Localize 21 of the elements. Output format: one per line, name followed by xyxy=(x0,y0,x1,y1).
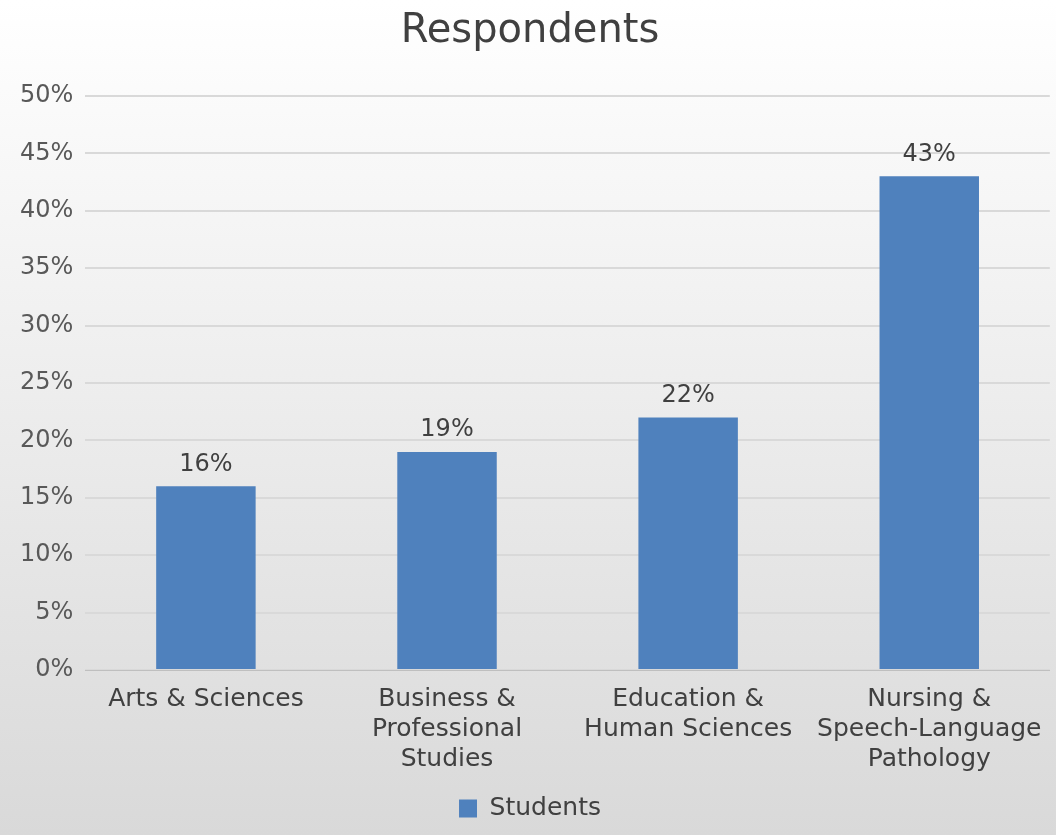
y-tick-label: 35% xyxy=(20,252,74,281)
data-label: 22% xyxy=(661,379,715,408)
y-tick-label: 15% xyxy=(20,482,74,511)
legend-label: Students xyxy=(489,792,601,821)
y-tick-label: 45% xyxy=(20,137,74,166)
y-tick-label: 0% xyxy=(35,654,74,683)
y-tick-label: 40% xyxy=(20,195,74,224)
y-tick-label: 25% xyxy=(20,367,74,396)
y-tick-label: 10% xyxy=(20,539,74,568)
x-tick-label: Education & Human Sciences xyxy=(584,682,793,742)
chart-title: Respondents xyxy=(400,5,660,52)
y-tick-label: 20% xyxy=(20,424,74,453)
x-tick-label: Business & Professional Studies xyxy=(371,682,523,772)
data-label: 43% xyxy=(902,138,956,167)
data-label: 16% xyxy=(179,448,233,477)
x-tick-label: Nursing & Speech-Language Pathology xyxy=(817,682,1042,772)
y-tick-label: 30% xyxy=(20,309,74,338)
y-tick-label: 5% xyxy=(35,596,74,625)
data-label: 19% xyxy=(420,414,474,443)
x-tick-label: Arts & Sciences xyxy=(108,682,304,712)
y-tick-label: 50% xyxy=(20,80,74,109)
